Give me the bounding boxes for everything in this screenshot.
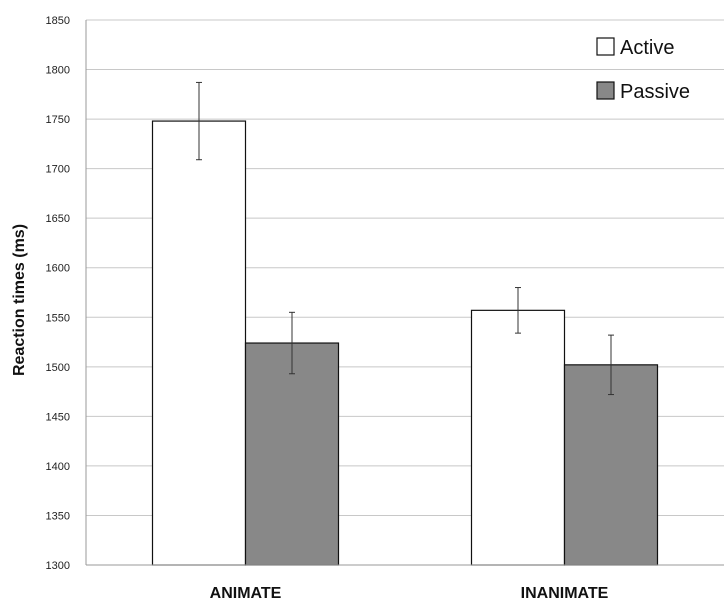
y-tick-label-1800: 1800	[46, 65, 70, 77]
error-bar-animate-passive	[289, 311, 295, 375]
x-axis: ANIMATE INANIMATE	[86, 564, 724, 602]
y-tick-label-1500: 1500	[46, 362, 70, 374]
bar-animate-passive	[244, 342, 340, 566]
legend-swatch-active	[596, 37, 615, 56]
error-bars	[196, 81, 614, 396]
legend: Active Passive	[596, 37, 690, 103]
bar-inanimate-active	[470, 309, 566, 566]
x-category-label-inanimate: INANIMATE	[521, 585, 609, 602]
bar-animate-active	[151, 120, 247, 566]
legend-label-passive: Passive	[620, 81, 690, 103]
bars	[151, 120, 659, 566]
y-axis: 1300 1350 1400 1450 1500 1550 1600 1650 1700 1750…	[46, 15, 87, 572]
legend-swatch-passive	[596, 81, 615, 100]
y-tick-label-1450: 1450	[46, 411, 70, 423]
y-tick-label-1300: 1300	[46, 560, 70, 572]
y-tick-label-1350: 1350	[46, 510, 70, 522]
legend-label-active: Active	[620, 37, 674, 59]
y-tick-label-1650: 1650	[46, 213, 70, 225]
error-bar-animate-active	[196, 81, 202, 161]
y-tick-label-1700: 1700	[46, 164, 70, 176]
x-category-label-animate: ANIMATE	[210, 585, 282, 602]
y-tick-label-1750: 1750	[46, 114, 70, 126]
y-tick-label-1600: 1600	[46, 263, 70, 275]
y-axis-title: Reaction times (ms)	[11, 224, 28, 376]
bar-inanimate-passive	[563, 364, 659, 566]
y-tick-label-1550: 1550	[46, 312, 70, 324]
error-bar-inanimate-passive	[608, 334, 614, 396]
error-bar-inanimate-active	[515, 287, 521, 334]
y-tick-label-1850: 1850	[46, 15, 70, 27]
y-tick-label-1400: 1400	[46, 461, 70, 473]
